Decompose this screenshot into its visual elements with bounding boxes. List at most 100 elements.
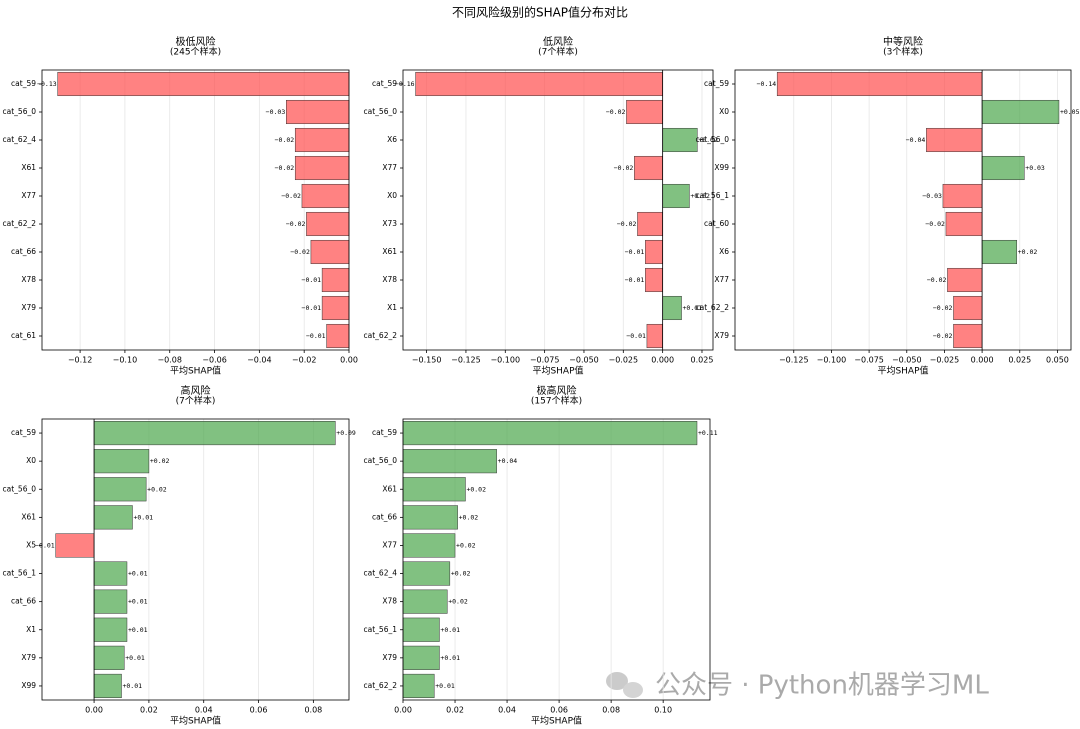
data-label: −0.01 [35,541,55,549]
watermark-icon [606,672,643,698]
bar [645,239,663,265]
data-label: +0.02 [448,598,468,606]
x-tick-label: 0.06 [250,706,268,715]
data-label: +0.09 [336,429,356,437]
y-tick-label: X6 [387,135,397,144]
y-tick-label: cat_62_4 [3,135,37,144]
y-tick-label: cat_59 [11,428,36,437]
data-label: −0.02 [933,304,953,312]
x-axis-label: 平均SHAP值 [532,365,583,377]
bar [321,267,350,293]
data-label: −0.01 [625,248,645,256]
data-label: −0.02 [275,136,295,144]
x-tick-label: 0.02 [446,706,464,715]
y-tick-label: cat_61 [11,331,36,340]
data-label: +0.11 [698,429,718,437]
y-tick-label: X77 [21,191,36,200]
data-label: +0.03 [1025,164,1045,172]
bar [93,617,128,642]
x-tick-label: −0.06 [202,356,227,365]
y-tick-label: cat_62_2 [696,303,730,312]
data-label: +0.01 [440,626,460,634]
x-tick-label: 0.04 [195,706,213,715]
data-label: −0.02 [614,164,634,172]
y-tick-label: cat_66 [11,247,36,256]
bar [55,533,95,558]
bar [321,295,350,321]
data-label: −0.04 [906,136,926,144]
bar [402,449,497,474]
y-tick-label: X78 [382,597,397,606]
bar [634,155,663,181]
x-tick-label: −0.04 [247,356,272,365]
y-tick-label: X99 [714,163,729,172]
y-tick-label: cat_56_0 [3,107,37,116]
x-tick-label: 0.00 [394,706,412,715]
y-tick-label: X77 [714,275,729,284]
y-tick-label: cat_59 [11,79,36,88]
x-tick-label: 0.000 [651,356,674,365]
x-tick-label: −0.100 [817,356,847,365]
data-label: −0.02 [606,108,626,116]
y-tick-label: X99 [21,681,36,690]
bar [310,239,350,265]
plot-frame [734,69,1072,351]
chart-subtitle: (157个样本) [531,395,582,407]
x-tick-label: −0.075 [854,356,884,365]
data-label: −0.01 [626,332,646,340]
x-tick-label: 0.025 [691,356,714,365]
bar [402,477,466,502]
chart-subtitle: (7个样本) [538,46,578,58]
x-axis-label: 平均SHAP值 [531,715,582,727]
x-tick-label: −0.100 [490,356,520,365]
x-tick-label: −0.125 [779,356,809,365]
x-axis-label: 平均SHAP值 [170,365,221,377]
y-tick-label: cat_56_0 [364,456,398,465]
bar [981,239,1018,265]
data-label: +0.02 [690,192,710,200]
data-label: −0.01 [625,276,645,284]
x-tick-label: 0.02 [140,706,158,715]
x-tick-label: 0.06 [550,706,568,715]
y-tick-label: X61 [382,247,397,256]
bar [662,127,698,153]
y-tick-label: cat_59 [704,79,729,88]
chart-title: 极低风险 [176,35,216,48]
x-tick-label: 0.000 [971,356,994,365]
y-tick-label: X0 [719,107,729,116]
x-tick-label: 0.00 [85,706,103,715]
bar [402,505,458,530]
y-tick-label: cat_56_1 [3,569,37,578]
bar [402,589,448,614]
y-tick-label: X61 [21,512,36,521]
data-label: −0.03 [922,192,942,200]
data-label: −0.02 [925,220,945,228]
data-label: −0.02 [927,276,947,284]
data-label: −0.14 [757,80,777,88]
x-axis-label: 平均SHAP值 [170,715,221,727]
data-label: +0.02 [459,513,479,521]
y-tick-label: cat_59 [372,428,397,437]
y-tick-label: cat_59 [372,79,397,88]
y-tick-label: X78 [382,275,397,284]
bar [326,323,350,349]
bar [981,155,1025,181]
y-tick-label: cat_56_1 [696,191,730,200]
data-label: −0.16 [395,80,415,88]
x-tick-label: −0.08 [157,356,182,365]
chart-subtitle: (3个样本) [883,46,923,58]
y-tick-label: X77 [382,163,397,172]
bar [294,127,350,153]
y-tick-label: cat_56_1 [364,625,398,634]
data-label: −0.01 [302,304,322,312]
bar [402,561,451,586]
data-label: −0.01 [302,276,322,284]
y-tick-label: cat_62_4 [364,569,398,578]
data-label: +0.01 [128,598,148,606]
chart-title: 低风险 [543,35,573,48]
y-tick-label: X79 [21,653,36,662]
x-tick-label: −0.10 [113,356,138,365]
data-label: +0.01 [122,682,142,690]
bar [776,71,983,97]
